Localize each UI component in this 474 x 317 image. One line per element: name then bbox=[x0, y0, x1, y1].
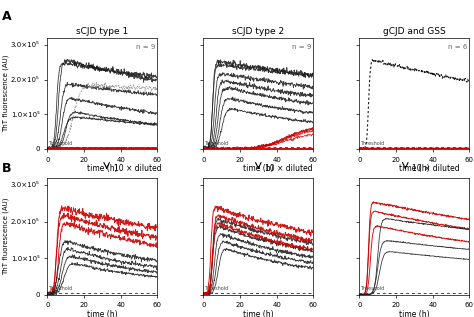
X-axis label: time (h): time (h) bbox=[399, 164, 429, 173]
Text: n = 6: n = 6 bbox=[447, 44, 467, 49]
Text: Threshold: Threshold bbox=[361, 287, 385, 291]
Text: 10 × diluted: 10 × diluted bbox=[412, 164, 460, 173]
X-axis label: time (h): time (h) bbox=[87, 164, 118, 173]
Text: 10 × diluted: 10 × diluted bbox=[265, 164, 313, 173]
Text: Threshold: Threshold bbox=[48, 287, 73, 291]
Text: A: A bbox=[2, 10, 12, 23]
X-axis label: time (h): time (h) bbox=[399, 310, 429, 317]
Text: Threshold: Threshold bbox=[204, 287, 229, 291]
Text: Threshold: Threshold bbox=[48, 141, 73, 146]
Y-axis label: ThT fluorescence (AU): ThT fluorescence (AU) bbox=[3, 55, 9, 132]
Text: 10 × diluted: 10 × diluted bbox=[114, 164, 161, 173]
Title: gCJD and GSS: gCJD and GSS bbox=[383, 27, 446, 36]
Y-axis label: ThT fluorescence (AU): ThT fluorescence (AU) bbox=[3, 197, 9, 275]
Text: n = 9: n = 9 bbox=[136, 44, 155, 49]
Title: sCJD type 2: sCJD type 2 bbox=[232, 27, 284, 36]
Text: n = 9: n = 9 bbox=[292, 44, 311, 49]
X-axis label: time (h): time (h) bbox=[243, 310, 273, 317]
Text: B: B bbox=[2, 162, 12, 175]
Title: sCJD type 1: sCJD type 1 bbox=[76, 27, 128, 36]
X-axis label: time (h): time (h) bbox=[87, 310, 118, 317]
X-axis label: time (h): time (h) bbox=[243, 164, 273, 173]
Text: Threshold: Threshold bbox=[204, 141, 229, 146]
Text: Threshold: Threshold bbox=[361, 141, 385, 146]
